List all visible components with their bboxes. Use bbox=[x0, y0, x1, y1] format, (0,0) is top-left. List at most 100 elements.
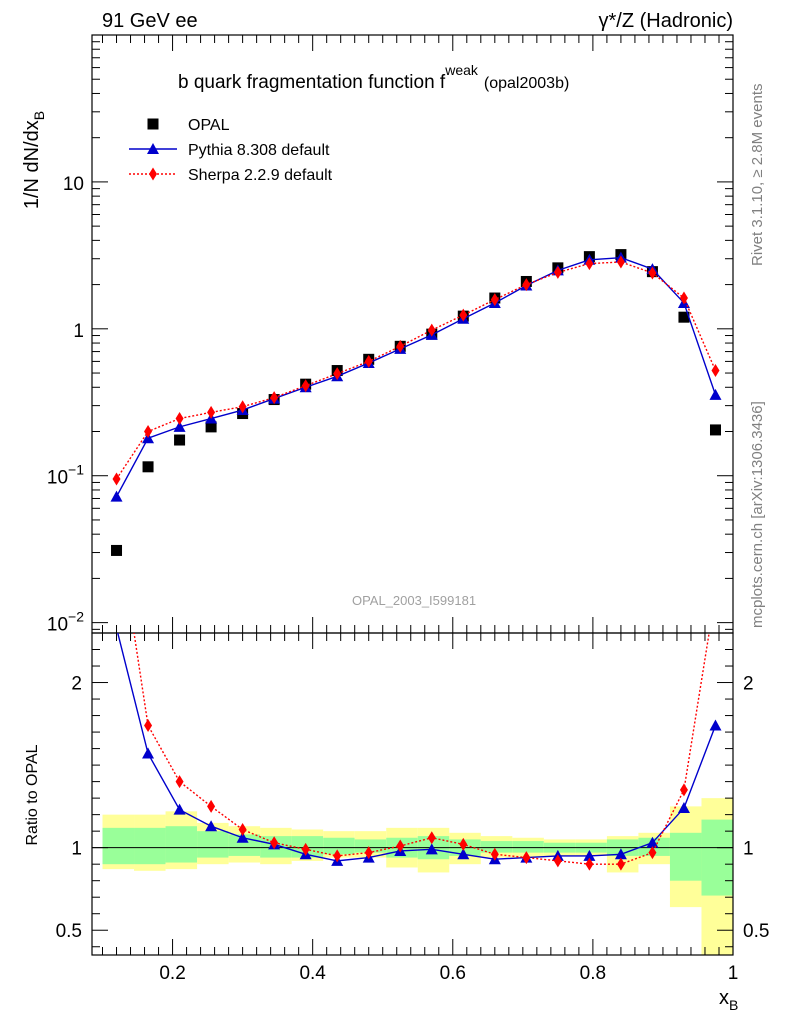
ratio-inner-band-bin bbox=[512, 841, 544, 853]
y-tick-label: 10−2 bbox=[47, 609, 84, 636]
analysis-id-watermark: OPAL_2003_I599181 bbox=[352, 593, 476, 608]
rivet-version-label: Rivet 3.1.10, ≥ 2.8M events bbox=[749, 84, 766, 267]
x-tick-label: 0.2 bbox=[159, 963, 185, 984]
mcplots-reference-label: mcplots.cern.ch [arXiv:1306.3436] bbox=[749, 401, 766, 628]
ratio-point-triangle bbox=[236, 831, 249, 843]
ratio-point-diamond bbox=[616, 857, 625, 871]
ratio-point-triangle bbox=[457, 848, 470, 860]
ratio-point-diamond bbox=[175, 775, 184, 789]
data-point-diamond bbox=[490, 293, 499, 307]
ratio-inner-band-bin bbox=[102, 827, 135, 865]
data-point-diamond bbox=[207, 405, 216, 419]
data-point-square bbox=[205, 421, 217, 433]
data-point-diamond bbox=[585, 257, 594, 271]
series-line-diamond bbox=[115, 261, 717, 480]
legend-label: OPAL bbox=[188, 117, 230, 134]
ratio-inner-band-bin bbox=[701, 819, 733, 896]
data-point-square bbox=[174, 434, 186, 446]
ratio-inner-band-bin bbox=[354, 839, 387, 853]
data-point-diamond bbox=[396, 339, 405, 353]
legend-marker-square bbox=[147, 118, 159, 130]
x-tick-label: 0.8 bbox=[580, 963, 606, 984]
data-point-diamond bbox=[459, 308, 468, 322]
legend-label: Sherpa 2.2.9 default bbox=[188, 167, 333, 184]
x-tick-label: 1 bbox=[728, 963, 739, 984]
plot-title: b quark fragmentation function fweak (opa… bbox=[178, 62, 569, 93]
ratio-point-diamond bbox=[301, 842, 310, 856]
ratio-point-diamond bbox=[490, 847, 499, 861]
data-point-diamond bbox=[301, 379, 310, 393]
data-point-diamond bbox=[522, 278, 531, 292]
data-point-diamond bbox=[553, 265, 562, 279]
data-point-diamond bbox=[679, 291, 688, 305]
ratio-y-axis-label: Ratio to OPAL bbox=[24, 744, 41, 845]
legend-marker-triangle bbox=[147, 143, 159, 154]
ratio-point-diamond bbox=[207, 799, 216, 813]
ratio-point-diamond bbox=[238, 823, 247, 837]
data-point-diamond bbox=[333, 367, 342, 381]
y-tick-label: 10 bbox=[63, 174, 84, 195]
data-point-square bbox=[709, 424, 721, 436]
data-point-square bbox=[111, 544, 123, 556]
data-point-triangle bbox=[709, 388, 722, 400]
ratio-point-diamond bbox=[144, 718, 153, 732]
ratio-point-triangle bbox=[173, 803, 186, 815]
y-tick-label: 1 bbox=[73, 321, 84, 342]
legend-label: Pythia 8.308 default bbox=[188, 142, 330, 159]
ratio-point-diamond bbox=[396, 839, 405, 853]
ratio-inner-band-bin bbox=[197, 831, 229, 858]
ratio-inner-band-bin bbox=[323, 837, 355, 855]
ratio-y-tick-label-right: 0.5 bbox=[743, 921, 769, 942]
x-tick-label: 0.4 bbox=[299, 963, 326, 984]
plot-title-sup: weak bbox=[444, 62, 479, 78]
ratio-point-diamond bbox=[679, 783, 688, 797]
data-point-diamond bbox=[648, 266, 657, 280]
ratio-point-diamond bbox=[333, 849, 342, 863]
ratio-point-diamond bbox=[585, 857, 594, 871]
data-point-diamond bbox=[175, 412, 184, 426]
ratio-point-triangle bbox=[677, 802, 690, 814]
ratio-point-triangle bbox=[646, 836, 659, 848]
plot-title-sub: (opal2003b) bbox=[484, 75, 569, 92]
ratio-point-triangle bbox=[709, 719, 722, 731]
data-point-diamond bbox=[112, 472, 121, 486]
y-tick-label: 10−1 bbox=[47, 462, 84, 489]
ratio-line-diamond bbox=[133, 633, 710, 865]
ratio-point-triangle bbox=[205, 820, 218, 832]
data-point-diamond bbox=[364, 354, 373, 368]
ratio-point-diamond bbox=[522, 851, 531, 865]
ratio-y-tick-label-left: 2 bbox=[71, 674, 82, 695]
main-y-axis-label: 1/N dN/dxB bbox=[21, 111, 47, 209]
ratio-point-triangle bbox=[583, 849, 596, 861]
ratio-y-tick-label-right: 2 bbox=[743, 674, 754, 695]
ratio-y-tick-label-left: 0.5 bbox=[56, 921, 82, 942]
ratio-inner-band-bin bbox=[669, 832, 702, 881]
ratio-frame bbox=[91, 632, 734, 956]
data-point-diamond bbox=[616, 255, 625, 269]
plot-title-main: b quark fragmentation function f bbox=[178, 72, 446, 93]
legend-marker-diamond bbox=[149, 167, 157, 181]
ratio-point-triangle bbox=[142, 747, 155, 759]
ratio-point-diamond bbox=[270, 836, 279, 850]
ratio-point-diamond bbox=[427, 831, 436, 845]
header-process-type: γ*/Z (Hadronic) bbox=[599, 10, 733, 32]
header-process-label: 91 GeV ee bbox=[102, 10, 198, 32]
ratio-series-group bbox=[117, 633, 722, 871]
ratio-point-diamond bbox=[364, 846, 373, 860]
ratio-inner-band-bin bbox=[134, 827, 166, 865]
data-point-diamond bbox=[270, 391, 279, 405]
data-point-triangle bbox=[110, 490, 123, 502]
data-point-diamond bbox=[711, 364, 720, 378]
ratio-point-triangle bbox=[614, 848, 627, 860]
data-point-triangle bbox=[173, 420, 186, 432]
ratio-point-diamond bbox=[553, 854, 562, 868]
data-point-diamond bbox=[144, 424, 153, 438]
ratio-inner-band-bin bbox=[480, 841, 513, 853]
data-point-square bbox=[678, 311, 690, 323]
ratio-line-triangle bbox=[117, 633, 717, 862]
data-point-square bbox=[142, 461, 154, 473]
data-point-diamond bbox=[238, 400, 247, 414]
ratio-y-tick-label-right: 1 bbox=[743, 839, 754, 860]
